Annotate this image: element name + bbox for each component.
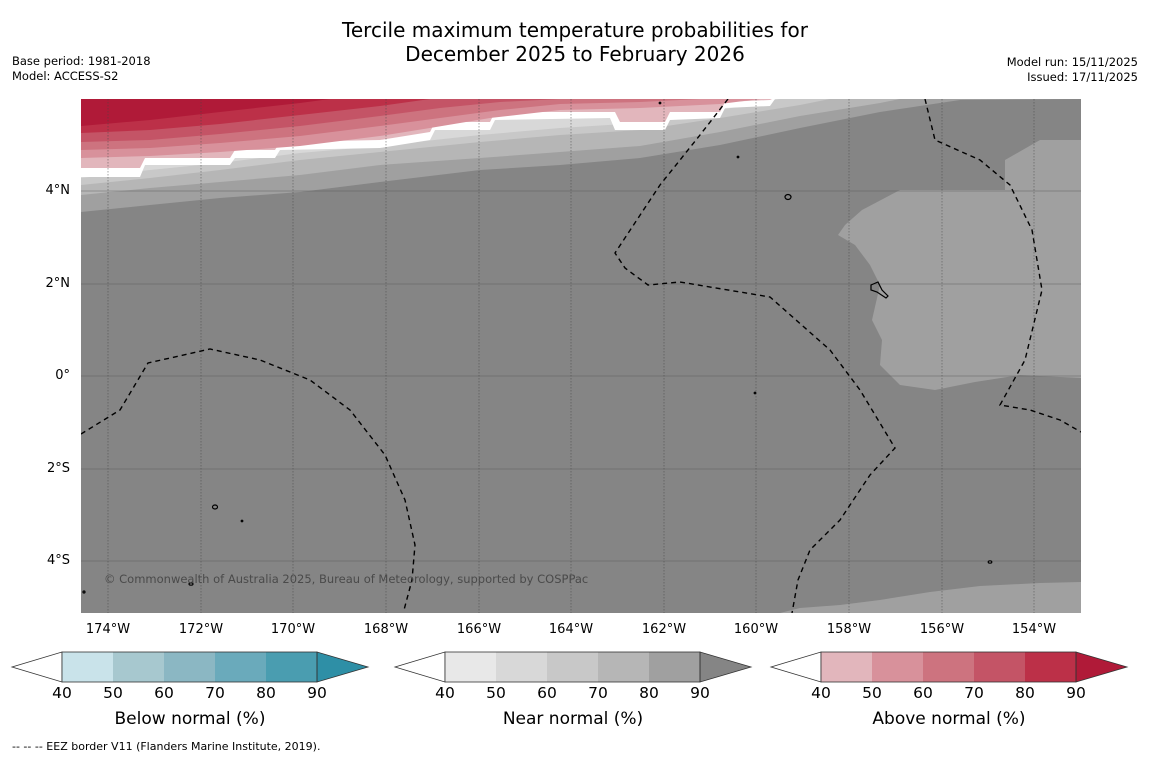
colorbar-tick: 90 — [690, 684, 710, 702]
colorbar-tick: 60 — [913, 684, 933, 702]
lon-tick-label: 164°W — [548, 622, 594, 637]
colorbar-tick: 70 — [205, 684, 225, 702]
colorbar-segment — [1025, 652, 1076, 682]
lon-tick-label: 160°W — [733, 622, 779, 637]
colorbar-segment — [164, 652, 215, 682]
colorbar-extend-low — [10, 651, 63, 683]
colorbar-tick: 80 — [639, 684, 659, 702]
model-name: Model: ACCESS-S2 — [12, 69, 119, 83]
colorbar-tick: 80 — [1015, 684, 1035, 702]
colorbar-tick: 60 — [154, 684, 174, 702]
lon-tick-label: 174°W — [85, 622, 131, 637]
colorbar-extend-low — [393, 651, 446, 683]
colorbar-segment — [923, 652, 974, 682]
info-right: Model run: 15/11/2025 Issued: 17/11/2025 — [1007, 55, 1138, 85]
colorbar-segment — [496, 652, 547, 682]
colorbar-segment — [113, 652, 164, 682]
colorbar-tick: 50 — [103, 684, 123, 702]
lon-tick-label: 156°W — [919, 622, 965, 637]
below-normal-label: Below normal (%) — [114, 709, 266, 729]
colorbar-segment — [62, 652, 113, 682]
base-period: Base period: 1981-2018 — [12, 54, 151, 68]
lat-tick-label: 0° — [55, 368, 70, 383]
colorbar-tick: 50 — [862, 684, 882, 702]
colorbar-extend-high — [316, 651, 370, 683]
colorbar-tick: 90 — [307, 684, 327, 702]
islands — [82, 101, 993, 594]
lon-tick-label: 168°W — [363, 622, 409, 637]
lon-tick-label: 158°W — [826, 622, 872, 637]
colorbar-segment — [974, 652, 1025, 682]
colorbar-extend-low — [769, 651, 822, 683]
above-normal-label: Above normal (%) — [872, 709, 1026, 729]
lat-tick-label: 4°N — [45, 183, 71, 198]
colorbar-segment — [872, 652, 923, 682]
colorbar-tick: 40 — [52, 684, 72, 702]
lon-tick-label: 166°W — [456, 622, 502, 637]
title-line-1: Tercile maximum temperature probabilitie… — [342, 18, 808, 42]
eez-footnote: -- -- -- EEZ border V11 (Flanders Marine… — [12, 740, 321, 753]
colorbar-segment — [215, 652, 266, 682]
lon-tick-label: 162°W — [641, 622, 687, 637]
colorbar-segment — [445, 652, 496, 682]
lon-tick-label: 154°W — [1011, 622, 1057, 637]
colorbar-tick: 40 — [811, 684, 831, 702]
issued-date: Issued: 17/11/2025 — [1027, 70, 1138, 84]
colorbar-tick: 80 — [256, 684, 276, 702]
near-normal-label: Near normal (%) — [502, 709, 644, 729]
lon-tick-label: 170°W — [270, 622, 316, 637]
model-run: Model run: 15/11/2025 — [1006, 55, 1138, 69]
colorbar-tick: 70 — [588, 684, 608, 702]
colorbar-tick: 90 — [1066, 684, 1086, 702]
colorbar-tick: 60 — [537, 684, 557, 702]
colorbar-segment — [266, 652, 317, 682]
lon-tick-label: 172°W — [178, 622, 224, 637]
colorbar-segment — [547, 652, 598, 682]
above-normal-colorbar — [769, 651, 1129, 683]
colorbar-segment — [821, 652, 872, 682]
colorbar-tick: 40 — [435, 684, 455, 702]
lat-tick-label: 2°N — [45, 276, 71, 291]
colorbar-extend-high — [699, 651, 753, 683]
colorbar-extend-high — [1075, 651, 1129, 683]
colorbar-segment — [598, 652, 649, 682]
lat-tick-label: 4°S — [46, 553, 70, 568]
near-normal-80-region-east — [838, 140, 1081, 390]
above-normal-90-band — [81, 99, 330, 126]
title-line-2: December 2025 to February 2026 — [405, 42, 745, 66]
lat-tick-label: 2°S — [46, 461, 70, 476]
colorbar-segment — [649, 652, 700, 682]
near-normal-colorbar — [393, 651, 753, 683]
latitude-lines — [81, 190, 1081, 562]
chart-title: Tercile maximum temperature probabilitie… — [0, 18, 1150, 66]
copyright-notice: © Commonwealth of Australia 2025, Bureau… — [104, 572, 589, 586]
colorbar-tick: 50 — [486, 684, 506, 702]
near-normal-80-region-south — [780, 582, 1081, 613]
below-normal-colorbar — [10, 651, 370, 683]
colorbar-tick: 70 — [964, 684, 984, 702]
info-left: Base period: 1981-2018 Model: ACCESS-S2 — [12, 54, 151, 84]
eez-borders — [81, 99, 1081, 613]
